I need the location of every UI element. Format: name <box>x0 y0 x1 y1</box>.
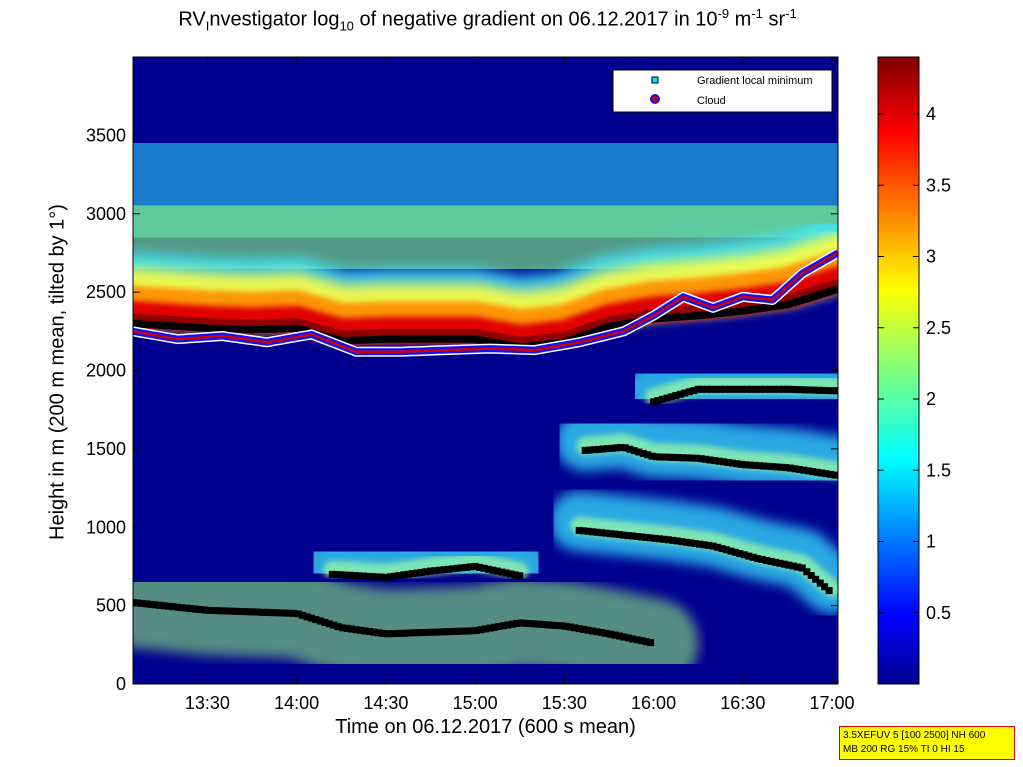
colorbar-tick-label: 0.5 <box>926 603 951 623</box>
parameter-infobox: 3.5XEFUV 5 [100 2500] NH 600 MB 200 RG 1… <box>839 726 1015 760</box>
legend-square-marker <box>651 76 659 84</box>
colorbar-tick-label: 1.5 <box>926 460 951 480</box>
minimum-marker-layer-950 <box>803 568 811 576</box>
layer-1900-core <box>644 375 838 407</box>
legend: Gradient local minimum Cloud <box>612 69 833 113</box>
x-tick-label: 15:00 <box>453 693 498 713</box>
minimum-marker-layer-700 <box>516 572 524 580</box>
layer-1450-core <box>576 433 838 480</box>
legend-circle-marker <box>650 94 660 104</box>
chart-title: RVInvestigator log10 of negative gradien… <box>178 6 797 34</box>
x-axis: 13:30 14:00 14:30 15:00 15:30 16:00 16:30 17:00 <box>185 57 855 713</box>
x-tick-label: 15:30 <box>542 693 587 713</box>
minimum-marker-layer-950 <box>816 579 824 587</box>
minimum-marker-layer-1900 <box>833 387 838 395</box>
x-tick-label: 13:30 <box>185 693 230 713</box>
infobox-line-1: 3.5XEFUV 5 [100 2500] NH 600 <box>843 730 986 741</box>
y-tick-label: 1000 <box>86 517 126 537</box>
upper-sky-green <box>133 161 838 313</box>
x-tick-label: 17:00 <box>810 693 855 713</box>
minimum-marker-layer-950 <box>812 575 820 583</box>
legend-box <box>612 69 833 113</box>
colorbar-tick-label: 4 <box>926 104 936 124</box>
colorbar-tick-label: 1 <box>926 532 936 552</box>
x-tick-label: 14:30 <box>363 693 408 713</box>
legend-label-cloud: Cloud <box>697 95 726 107</box>
colorbar-axis: 0.5 1 1.5 2 2.5 3 3.5 4 <box>878 104 951 623</box>
y-tick-label: 2500 <box>86 282 126 302</box>
y-tick-label: 3000 <box>86 204 126 224</box>
colorbar-tick-label: 2 <box>926 389 936 409</box>
minimum-marker-layer-400 <box>647 639 655 647</box>
minimum-marker-layer-950 <box>825 587 833 595</box>
layer-700-core <box>323 552 529 582</box>
minimum-marker-layer-950 <box>807 572 815 579</box>
x-axis-label: Time on 06.12.2017 (600 s mean) <box>335 716 636 738</box>
colorbar-tick-label: 2.5 <box>926 318 951 338</box>
y-axis: 0 500 1000 1500 2000 2500 3000 3500 <box>86 125 838 694</box>
marker-layer <box>133 248 838 647</box>
y-tick-label: 2000 <box>86 361 126 381</box>
y-tick-label: 0 <box>116 674 126 694</box>
y-tick-label: 1500 <box>86 439 126 459</box>
legend-label-gradient-local-minimum: Gradient local minimum <box>697 75 813 87</box>
y-tick-label: 500 <box>96 596 126 616</box>
minimum-marker-layer-950 <box>821 583 829 591</box>
y-axis-label: Height in m (200 m mean, tilted by 1°) <box>46 204 69 540</box>
minimum-marker-layer-1450 <box>831 471 838 479</box>
cloud-core <box>133 251 838 353</box>
colorbar <box>877 56 920 685</box>
x-tick-label: 16:30 <box>720 693 765 713</box>
y-tick-label: 3500 <box>86 125 126 145</box>
minimum-marker-layer-950 <box>798 564 806 572</box>
x-tick-label: 14:00 <box>274 693 319 713</box>
colorbar-tick-label: 3 <box>926 247 936 267</box>
x-tick-label: 16:00 <box>631 693 676 713</box>
colorbar-tick-label: 3.5 <box>926 175 951 195</box>
layer-950-core <box>570 516 838 598</box>
infobox-line-2: MB 200 RG 15% TI 0 HI 15 <box>843 744 965 755</box>
